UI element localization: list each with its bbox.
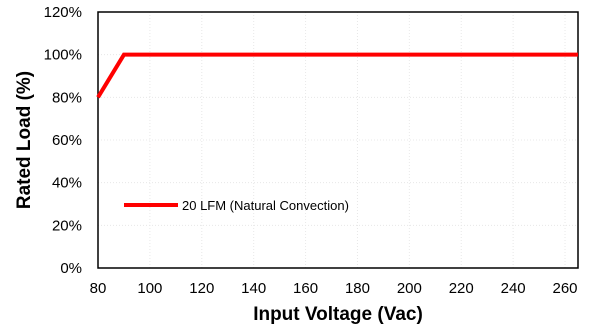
y-tick-label: 60% (52, 132, 82, 149)
x-tick-label: 200 (397, 280, 422, 297)
y-axis-title: Rated Load (%) (14, 71, 35, 209)
x-tick-label: 140 (241, 280, 266, 297)
y-tick-label: 80% (52, 89, 82, 106)
x-tick-label: 260 (553, 280, 578, 297)
series-line (96, 52, 578, 99)
x-tick-label: 100 (137, 280, 162, 297)
y-tick-label: 100% (44, 47, 82, 64)
x-tick-label: 120 (189, 280, 214, 297)
y-tick-label: 120% (44, 4, 82, 21)
legend: 20 LFM (Natural Convection) (124, 198, 349, 213)
y-axis-ticks: 0% 20% 40% 60% 80% 100% 120% (44, 4, 82, 277)
x-tick-label: 220 (449, 280, 474, 297)
plot-area (97, 11, 579, 269)
x-axis-ticks: 80 100 120 140 160 180 200 220 240 260 (90, 280, 578, 297)
x-tick-label: 240 (501, 280, 526, 297)
y-tick-label: 20% (52, 217, 82, 234)
x-tick-label: 180 (345, 280, 370, 297)
legend-label: 20 LFM (Natural Convection) (182, 198, 349, 213)
x-tick-label: 80 (90, 280, 107, 297)
x-axis-title: Input Voltage (Vac) (253, 304, 423, 325)
grid-lines (98, 12, 578, 268)
y-tick-label: 0% (60, 260, 82, 277)
series-layer (96, 52, 578, 99)
y-tick-label: 40% (52, 175, 82, 192)
x-tick-label: 160 (293, 280, 318, 297)
